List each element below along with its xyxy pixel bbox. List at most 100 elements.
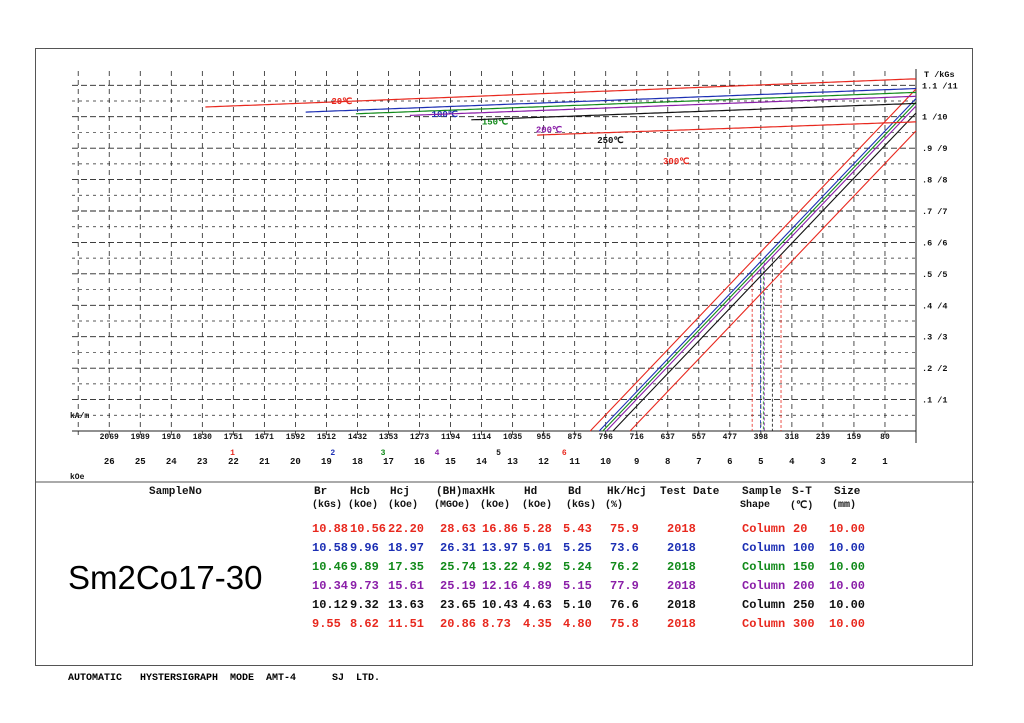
table-cell: 5.01 xyxy=(523,541,552,555)
table-cell: 2018 xyxy=(667,598,696,612)
x-top-tick-label: 239 xyxy=(816,433,831,442)
x-top-tick-label: 1035 xyxy=(503,433,522,442)
y-tick-label: .9 /9 xyxy=(922,144,948,154)
table-cell: 2018 xyxy=(667,579,696,593)
table-cell: 73.6 xyxy=(610,541,639,555)
table-cell: 10.34 xyxy=(312,579,349,593)
x-top-tick-label: 1273 xyxy=(410,433,429,442)
table-cell: 10.00 xyxy=(829,617,866,631)
curve-marker: 1 xyxy=(230,449,235,458)
table-cell: 8.73 xyxy=(482,617,511,631)
x-top-tick-label: 796 xyxy=(599,433,614,442)
table-cell: 9.96 xyxy=(350,541,379,555)
table-cell: Column xyxy=(742,617,786,631)
curve-label: 200℃ xyxy=(536,124,562,135)
curve-marker: 2 xyxy=(330,449,335,458)
column-unit: (℃) xyxy=(790,501,814,512)
table-cell: 25.19 xyxy=(440,579,477,593)
column-header: (BH)max xyxy=(436,486,483,498)
column-unit: (MGOe) xyxy=(434,500,471,511)
column-unit: (kGs) xyxy=(566,500,597,511)
column-header: Test Date xyxy=(660,486,720,498)
y-tick-label: .1 /1 xyxy=(922,396,948,406)
bh-line xyxy=(612,112,917,432)
x-bottom-tick-label: 24 xyxy=(166,457,177,467)
table-cell: 4.80 xyxy=(563,617,592,631)
x-bottom-tick-label: 12 xyxy=(538,457,549,467)
x-bottom-tick-label: 23 xyxy=(197,457,208,467)
table-cell: 10.00 xyxy=(829,541,866,555)
table-cell: 9.32 xyxy=(350,598,379,612)
x-top-unit-label: kA/m xyxy=(70,412,89,421)
table-cell: 16.86 xyxy=(482,522,519,536)
table-cell: 22.20 xyxy=(388,522,425,536)
x-bottom-tick-label: 8 xyxy=(665,457,670,467)
table-cell: Column xyxy=(742,541,786,555)
x-top-tick-label: 1751 xyxy=(224,433,243,442)
x-top-tick-label: 1989 xyxy=(131,433,150,442)
bh-line xyxy=(605,105,917,432)
y-tick-label: 1.1 /11 xyxy=(922,81,958,91)
column-header: S-T xyxy=(792,486,812,498)
table-cell: Column xyxy=(742,560,786,574)
x-bottom-tick-label: 2 xyxy=(851,457,856,467)
x-bottom-tick-label: 13 xyxy=(507,457,518,467)
table-cell: 10.56 xyxy=(350,522,387,536)
x-bottom-tick-label: 14 xyxy=(476,457,487,467)
y-tick-label: 1 /10 xyxy=(922,113,948,123)
table-cell: 5.28 xyxy=(523,522,552,536)
table-cell: 15.61 xyxy=(388,579,425,593)
x-top-tick-label: 318 xyxy=(785,433,800,442)
x-bottom-tick-label: 19 xyxy=(321,457,332,467)
table-cell: 13.97 xyxy=(482,541,519,555)
table-cell: 150 xyxy=(793,560,815,574)
table-cell: 23.65 xyxy=(440,598,477,612)
table-cell: 100 xyxy=(793,541,815,555)
y-tick-label: .6 /6 xyxy=(922,238,948,248)
table-cell: 13.22 xyxy=(482,560,519,574)
table-cell: 2018 xyxy=(667,617,696,631)
column-unit: (kGs) xyxy=(312,500,343,511)
x-top-tick-label: 1910 xyxy=(162,433,181,442)
table-cell: 10.12 xyxy=(312,598,349,612)
y-tick-label: .4 /4 xyxy=(922,301,948,311)
x-top-tick-label: 2069 xyxy=(100,433,119,442)
curve-marker: 5 xyxy=(496,449,501,458)
column-header: Size xyxy=(834,486,861,498)
column-header: Sample xyxy=(742,486,782,498)
column-header: Hcj xyxy=(390,486,410,498)
column-unit: (kOe) xyxy=(348,500,379,511)
y-tick-label: .7 /7 xyxy=(922,207,948,217)
x-top-tick-label: 1353 xyxy=(379,433,398,442)
column-unit: (kOe) xyxy=(522,500,553,511)
bh-line xyxy=(598,98,917,432)
y-tick-label: .3 /3 xyxy=(922,333,948,343)
table-header: SampleNo Br (kGs) Hcb (kOe) Hcj (kOe) (BH)max (… xyxy=(36,486,974,526)
table-cell: 8.62 xyxy=(350,617,379,631)
table-cell: 10.00 xyxy=(829,522,866,536)
x-top-tick-label: 477 xyxy=(723,433,738,442)
table-cell: Column xyxy=(742,598,786,612)
x-bottom-tick-label: 22 xyxy=(228,457,239,467)
column-unit: (kOe) xyxy=(480,500,511,511)
curve-marker: 4 xyxy=(435,449,440,458)
x-top-tick-label: 875 xyxy=(567,433,582,442)
table-cell: 5.10 xyxy=(563,598,592,612)
bh-line xyxy=(589,88,917,432)
bh-line xyxy=(629,130,917,432)
table-cell: 10.46 xyxy=(312,560,349,574)
table-cell: 250 xyxy=(793,598,815,612)
y-tick-label: .2 /2 xyxy=(922,364,948,374)
x-bottom-tick-label: 1 xyxy=(882,457,888,467)
table-cell: Column xyxy=(742,579,786,593)
table-cell: 13.63 xyxy=(388,598,425,612)
table-cell: 2018 xyxy=(667,522,696,536)
x-bottom-tick-label: 4 xyxy=(789,457,795,467)
table-cell: 5.15 xyxy=(563,579,592,593)
table-cell: 300 xyxy=(793,617,815,631)
x-top-tick-label: 1194 xyxy=(441,433,460,442)
column-unit: (kOe) xyxy=(388,500,419,511)
x-top-tick-label: 1114 xyxy=(472,433,491,442)
x-top-tick-label: 1512 xyxy=(317,433,336,442)
x-top-tick-label: 716 xyxy=(630,433,645,442)
